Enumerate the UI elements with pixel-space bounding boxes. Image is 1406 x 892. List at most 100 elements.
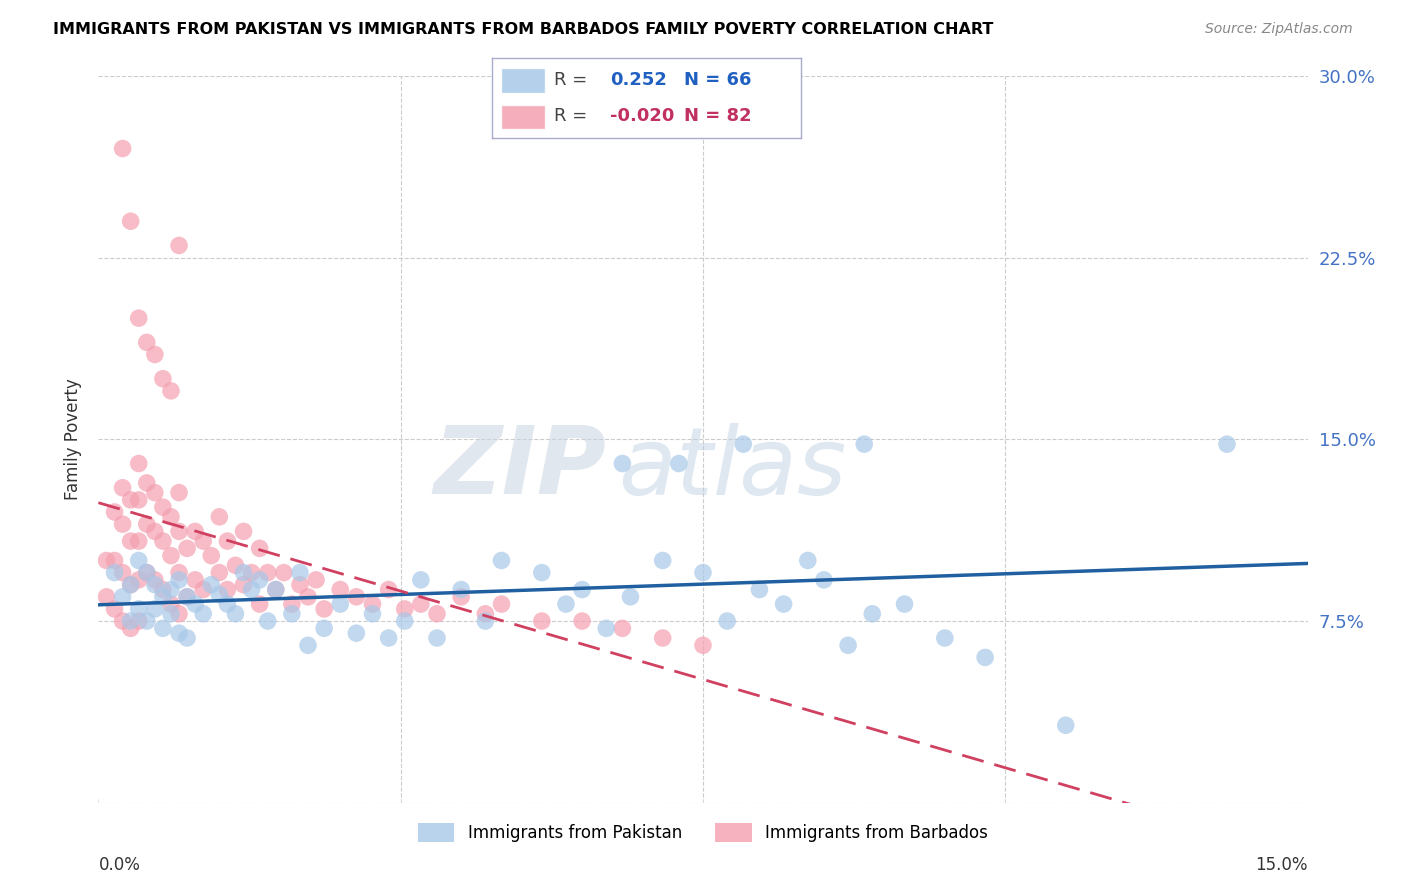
Point: [135, 517, 157, 532]
Point: [361, 597, 384, 611]
Point: [167, 607, 190, 621]
Text: 0.0%: 0.0%: [98, 856, 141, 874]
Point: [409, 573, 432, 587]
Point: [1054, 718, 1077, 732]
Point: [184, 524, 207, 539]
Point: [491, 597, 513, 611]
Point: [152, 500, 174, 515]
Point: [595, 621, 617, 635]
Point: [668, 457, 690, 471]
Point: [772, 597, 794, 611]
Point: [491, 553, 513, 567]
Point: [143, 347, 166, 361]
Point: [160, 549, 183, 563]
Point: [426, 631, 449, 645]
Point: [176, 590, 198, 604]
Point: [128, 602, 150, 616]
Point: [893, 597, 915, 611]
Point: [193, 534, 215, 549]
Text: 15.0%: 15.0%: [1256, 856, 1308, 874]
Point: [249, 597, 271, 611]
Point: [167, 573, 190, 587]
Point: [474, 614, 496, 628]
Point: [264, 582, 287, 597]
Point: [128, 573, 150, 587]
Point: [256, 614, 278, 628]
Point: [748, 582, 770, 597]
Point: [716, 614, 738, 628]
Point: [120, 614, 142, 628]
Point: [200, 578, 222, 592]
Point: [167, 524, 190, 539]
Point: [143, 578, 166, 592]
Point: [128, 492, 150, 507]
Point: [128, 534, 150, 549]
Point: [135, 566, 157, 580]
Point: [394, 602, 416, 616]
Point: [974, 650, 997, 665]
Point: [143, 524, 166, 539]
Point: [96, 553, 118, 567]
Point: [128, 614, 150, 628]
Point: [208, 566, 231, 580]
Point: [530, 614, 553, 628]
Point: [612, 457, 634, 471]
Point: [555, 597, 578, 611]
Point: [426, 607, 449, 621]
Bar: [502, 104, 544, 128]
Point: [217, 582, 239, 597]
Point: [120, 492, 142, 507]
Text: N = 82: N = 82: [683, 107, 751, 125]
Point: [692, 638, 714, 652]
Point: [288, 566, 311, 580]
Point: [152, 534, 174, 549]
Point: [288, 578, 311, 592]
Point: [135, 614, 157, 628]
Point: [297, 590, 319, 604]
Point: [135, 475, 157, 490]
Point: [1216, 437, 1239, 451]
Point: [232, 566, 254, 580]
Point: [612, 621, 634, 635]
Point: [450, 590, 472, 604]
Point: [329, 582, 352, 597]
Point: [152, 590, 174, 604]
Point: [361, 607, 384, 621]
Point: [111, 517, 134, 532]
Point: [143, 573, 166, 587]
Point: [128, 457, 150, 471]
Bar: [502, 69, 544, 93]
Point: [160, 582, 183, 597]
Point: [152, 621, 174, 635]
Point: [281, 597, 304, 611]
Point: [111, 141, 134, 155]
Point: [797, 553, 820, 567]
Point: [651, 553, 673, 567]
Point: [530, 566, 553, 580]
Point: [377, 631, 399, 645]
Text: ZIP: ZIP: [433, 423, 606, 515]
Point: [571, 614, 593, 628]
Point: [111, 614, 134, 628]
Text: IMMIGRANTS FROM PAKISTAN VS IMMIGRANTS FROM BARBADOS FAMILY POVERTY CORRELATION : IMMIGRANTS FROM PAKISTAN VS IMMIGRANTS F…: [53, 22, 994, 37]
Point: [571, 582, 593, 597]
Point: [111, 590, 134, 604]
Point: [297, 638, 319, 652]
Point: [249, 541, 271, 556]
Point: [208, 509, 231, 524]
Point: [264, 582, 287, 597]
Point: [143, 602, 166, 616]
Point: [103, 566, 125, 580]
Point: [273, 566, 295, 580]
Point: [184, 573, 207, 587]
Point: [240, 582, 263, 597]
Text: atlas: atlas: [619, 423, 846, 514]
Point: [120, 578, 142, 592]
Text: N = 66: N = 66: [683, 71, 751, 89]
Point: [256, 566, 278, 580]
Point: [344, 626, 367, 640]
Point: [160, 607, 183, 621]
Point: [733, 437, 755, 451]
Point: [240, 566, 263, 580]
Point: [232, 578, 254, 592]
